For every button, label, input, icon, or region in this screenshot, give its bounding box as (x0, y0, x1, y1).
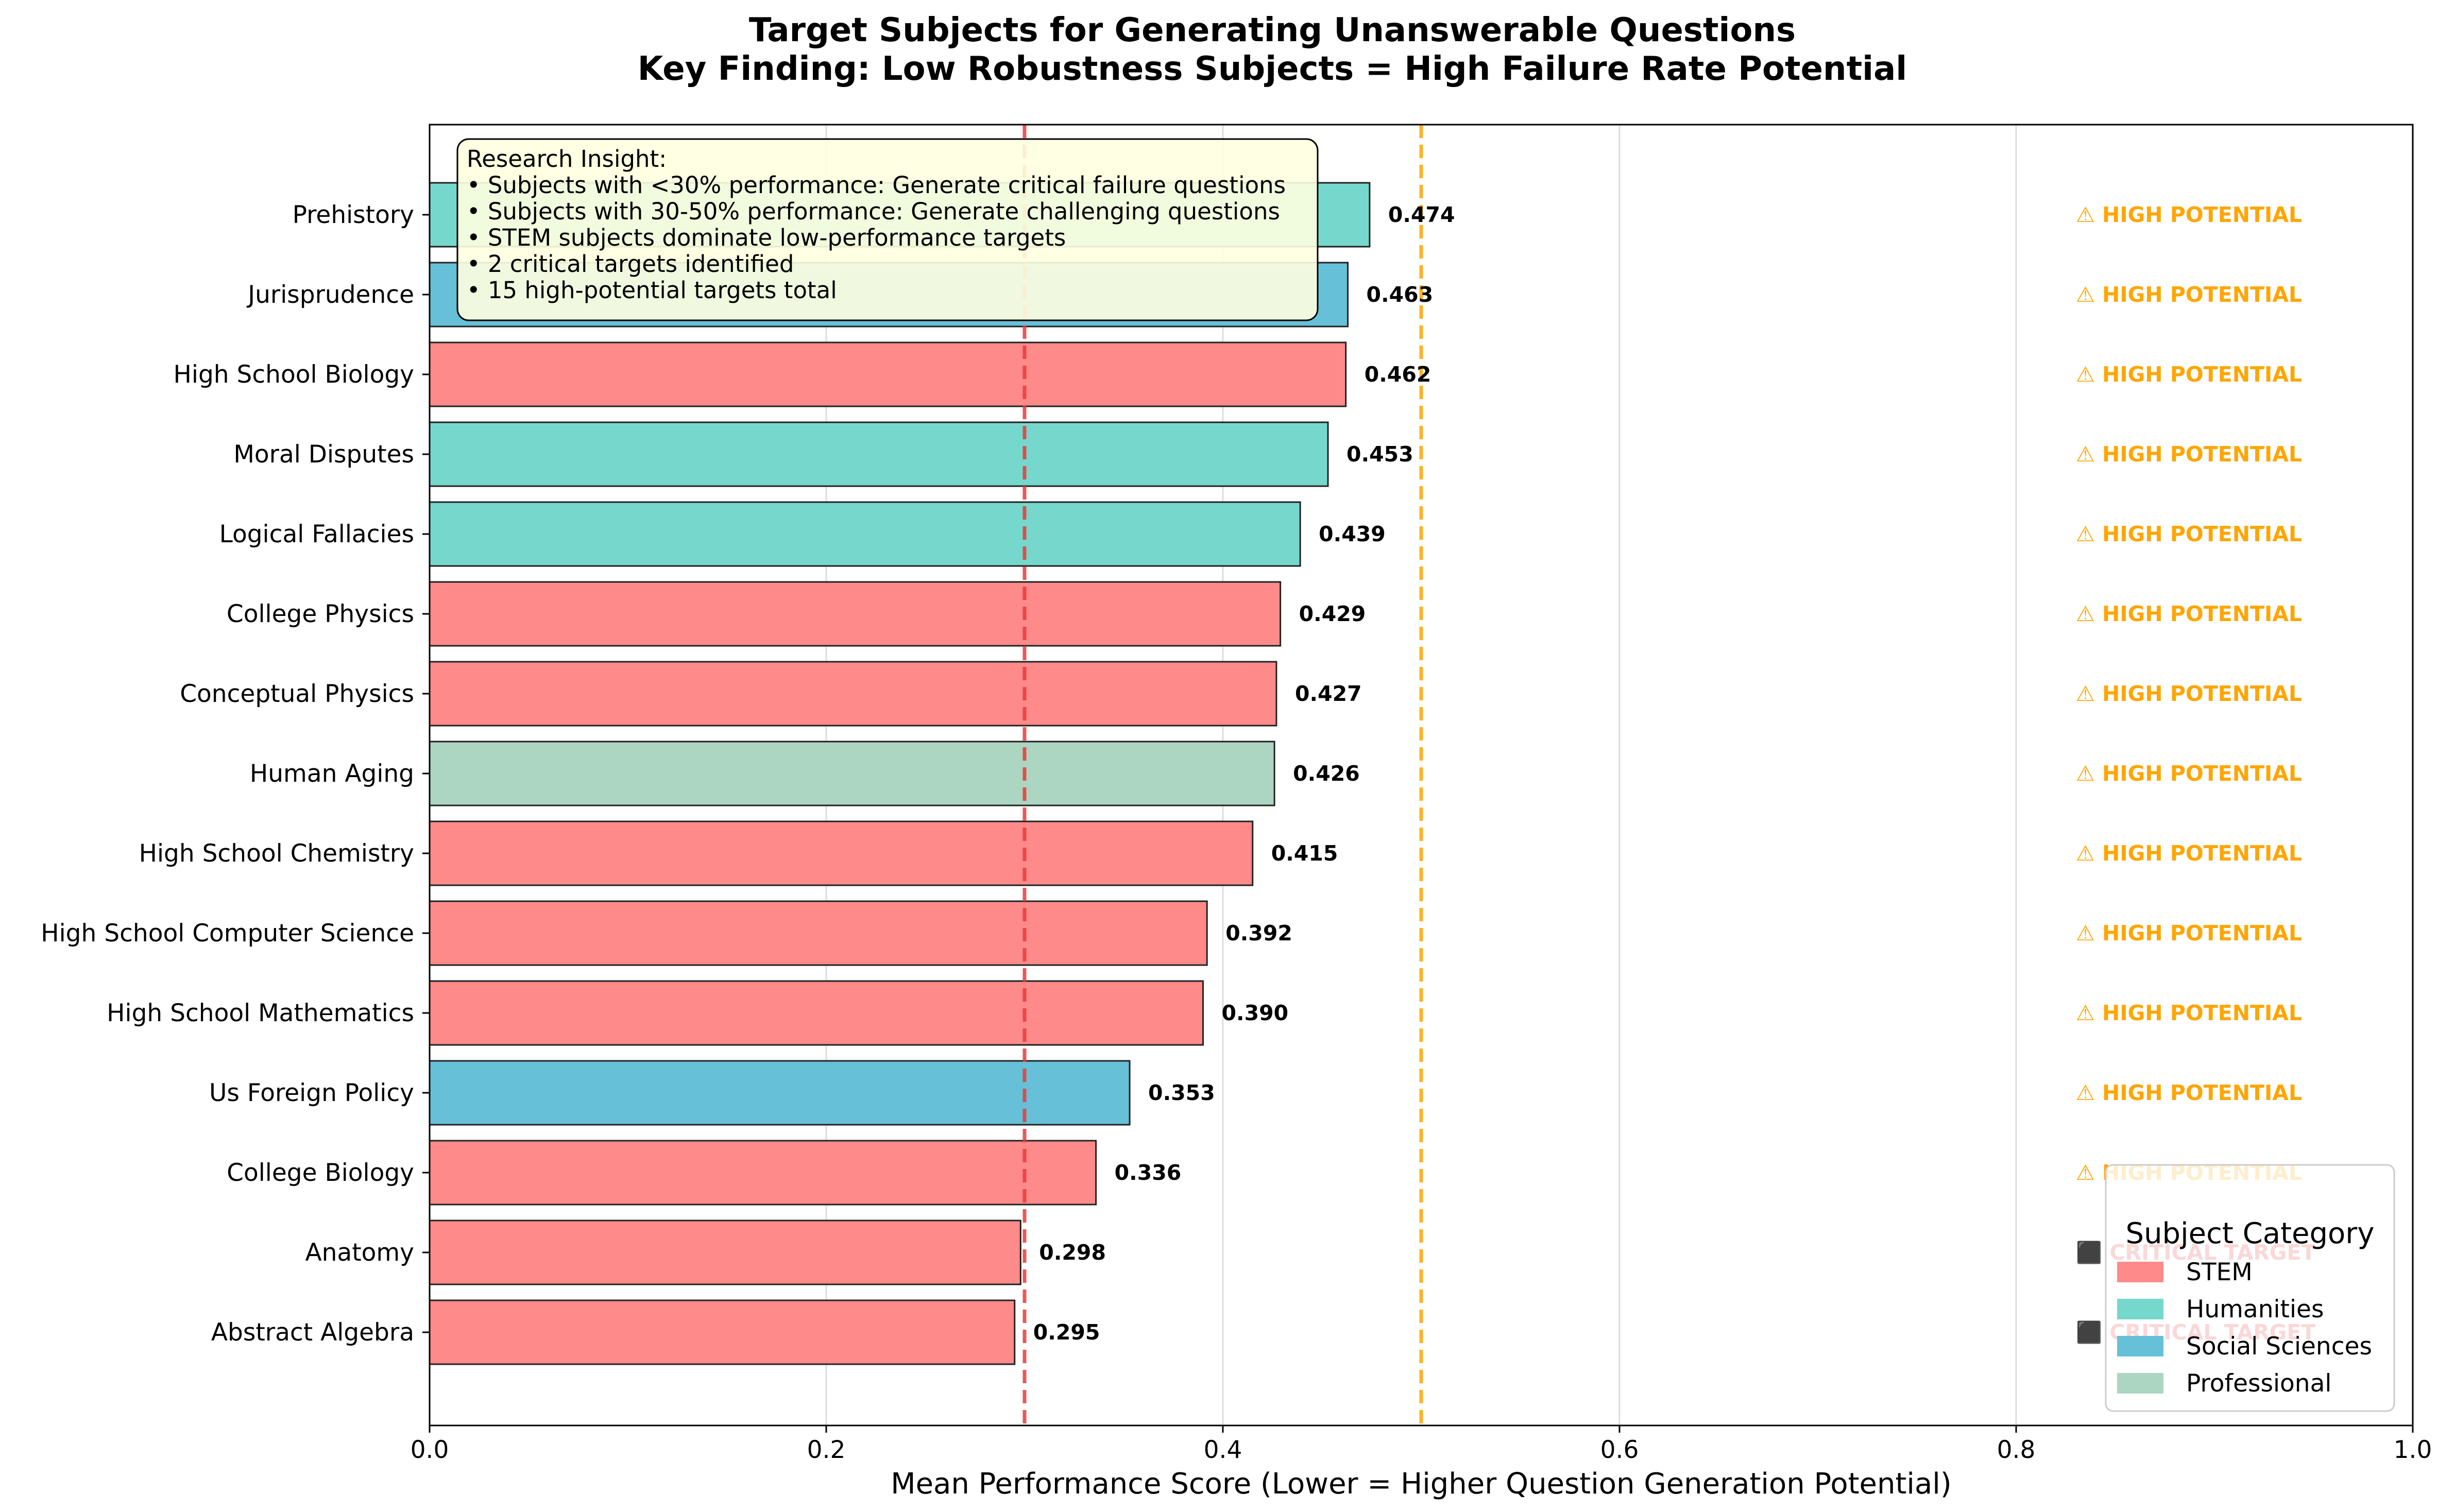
bar-value-label: 0.453 (1346, 442, 1413, 467)
x-axis-title: Mean Performance Score (Lower = Higher Q… (891, 1467, 1951, 1501)
y-tick-label: Human Aging (250, 760, 414, 788)
bar-value-label: 0.463 (1367, 282, 1434, 307)
legend-label: Humanities (2186, 1295, 2324, 1324)
bar (429, 900, 1208, 966)
bar (429, 501, 1301, 567)
insight-bullet: • 2 critical targets identified (467, 250, 794, 278)
bar (429, 1299, 1016, 1365)
insight-bullet: • Subjects with <30% performance: Genera… (467, 171, 1286, 199)
insight-bullet: • 15 high-potential targets total (467, 277, 837, 304)
high-potential-flag: ⚠ HIGH POTENTIAL (2076, 202, 2302, 227)
bar (429, 820, 1254, 886)
x-tick-label: 0.2 (807, 1436, 846, 1464)
y-tick-label: College Physics (227, 600, 414, 628)
high-potential-flag: ⚠ HIGH POTENTIAL (2076, 841, 2302, 866)
bar (429, 581, 1282, 647)
legend-title: Subject Category (2126, 1217, 2375, 1250)
research-insight-box: Research Insight:• Subjects with <30% pe… (456, 138, 1319, 321)
high-potential-flag: ⚠ HIGH POTENTIAL (2076, 442, 2302, 467)
x-tick-label: 0.6 (1600, 1436, 1639, 1464)
bar (429, 1140, 1097, 1206)
bar (429, 661, 1277, 727)
y-tick-label: Moral Disputes (233, 440, 414, 469)
bar (429, 341, 1347, 407)
x-tick-label: 0.0 (411, 1436, 449, 1464)
bar-value-label: 0.390 (1222, 1001, 1289, 1025)
bar-value-label: 0.415 (1271, 841, 1338, 866)
bar (429, 980, 1204, 1046)
legend-swatch (2117, 1262, 2163, 1282)
insight-bullet: • STEM subjects dominate low-performance… (467, 224, 1066, 251)
bar (429, 421, 1329, 487)
bar-value-label: 0.474 (1388, 202, 1455, 227)
chart-title-line-1: Target Subjects for Generating Unanswera… (749, 11, 1796, 49)
y-axis: Prehistory Jurisprudence High School Biolo… (41, 201, 430, 1347)
legend-swatch (2117, 1299, 2163, 1319)
x-tick-label: 0.8 (1997, 1436, 2036, 1464)
high-potential-flag: ⚠ HIGH POTENTIAL (2076, 282, 2302, 307)
bar-value-label: 0.336 (1115, 1160, 1182, 1185)
legend: Subject Category STEM Humanities Social Sc… (2105, 1164, 2395, 1412)
plot-frame (429, 124, 2414, 1427)
high-potential-flag: ⚠ HIGH POTENTIAL (2076, 362, 2302, 387)
y-tick-label: Abstract Algebra (211, 1318, 414, 1347)
high-potential-flag: ⚠ HIGH POTENTIAL (2076, 1001, 2302, 1025)
legend-label: STEM (2186, 1258, 2253, 1286)
x-tick-label: 1.0 (2394, 1436, 2432, 1464)
bar-value-label: 0.426 (1293, 761, 1360, 786)
y-tick-label: High School Biology (174, 360, 414, 389)
insight-heading: Research Insight: (467, 145, 667, 173)
high-potential-flag: ⚠ HIGH POTENTIAL (2076, 1080, 2302, 1105)
bar-value-label: 0.298 (1039, 1240, 1106, 1265)
y-tick-label: High School Mathematics (107, 999, 414, 1027)
bar (429, 741, 1275, 806)
y-tick-label: Anatomy (305, 1239, 414, 1267)
high-potential-flag: ⚠ HIGH POTENTIAL (2076, 522, 2302, 546)
high-potential-flag: ⚠ HIGH POTENTIAL (2076, 921, 2302, 946)
y-tick-label: Conceptual Physics (180, 680, 414, 708)
x-axis: 0.0 0.2 0.4 0.6 0.8 1.0 (411, 1425, 2432, 1464)
legend-background (2105, 1164, 2395, 1412)
insight-bullet: • Subjects with 30-50% performance: Gene… (467, 198, 1280, 225)
y-tick-label: High School Computer Science (41, 919, 414, 948)
bar-value-label: 0.429 (1299, 602, 1366, 626)
y-tick-label: Prehistory (293, 201, 414, 229)
y-tick-label: Jurisprudence (246, 281, 414, 309)
value-labels: 0.474 0.463 0.462 0.453 0.439 0.429 0.427 0.426… (1033, 202, 1455, 1345)
bar (429, 1219, 1021, 1285)
bar-value-label: 0.427 (1295, 681, 1362, 706)
high-potential-flag: ⚠ HIGH POTENTIAL (2076, 602, 2302, 626)
bar-value-label: 0.353 (1148, 1080, 1215, 1105)
y-tick-label: College Biology (227, 1159, 414, 1187)
legend-swatch (2117, 1373, 2163, 1394)
bar-value-label: 0.392 (1225, 921, 1292, 946)
legend-label: Social Sciences (2186, 1332, 2372, 1361)
bar-value-label: 0.439 (1319, 522, 1386, 546)
legend-label: Professional (2186, 1369, 2331, 1398)
high-potential-flag: ⚠ HIGH POTENTIAL (2076, 681, 2302, 706)
y-tick-label: High School Chemistry (139, 839, 414, 868)
x-tick-label: 0.4 (1204, 1436, 1242, 1464)
bar-value-label: 0.295 (1033, 1320, 1100, 1345)
bar (429, 1060, 1131, 1126)
reference-lines (1022, 125, 1423, 1425)
y-tick-label: Us Foreign Policy (209, 1079, 414, 1107)
y-tick-label: Logical Fallacies (219, 520, 414, 548)
bar-value-label: 0.462 (1365, 362, 1431, 387)
chart-title-line-2: Key Finding: Low Robustness Subjects = H… (638, 50, 1907, 88)
insight-box-background (456, 138, 1319, 321)
high-potential-flag: ⚠ HIGH POTENTIAL (2076, 761, 2302, 786)
legend-swatch (2117, 1336, 2163, 1356)
